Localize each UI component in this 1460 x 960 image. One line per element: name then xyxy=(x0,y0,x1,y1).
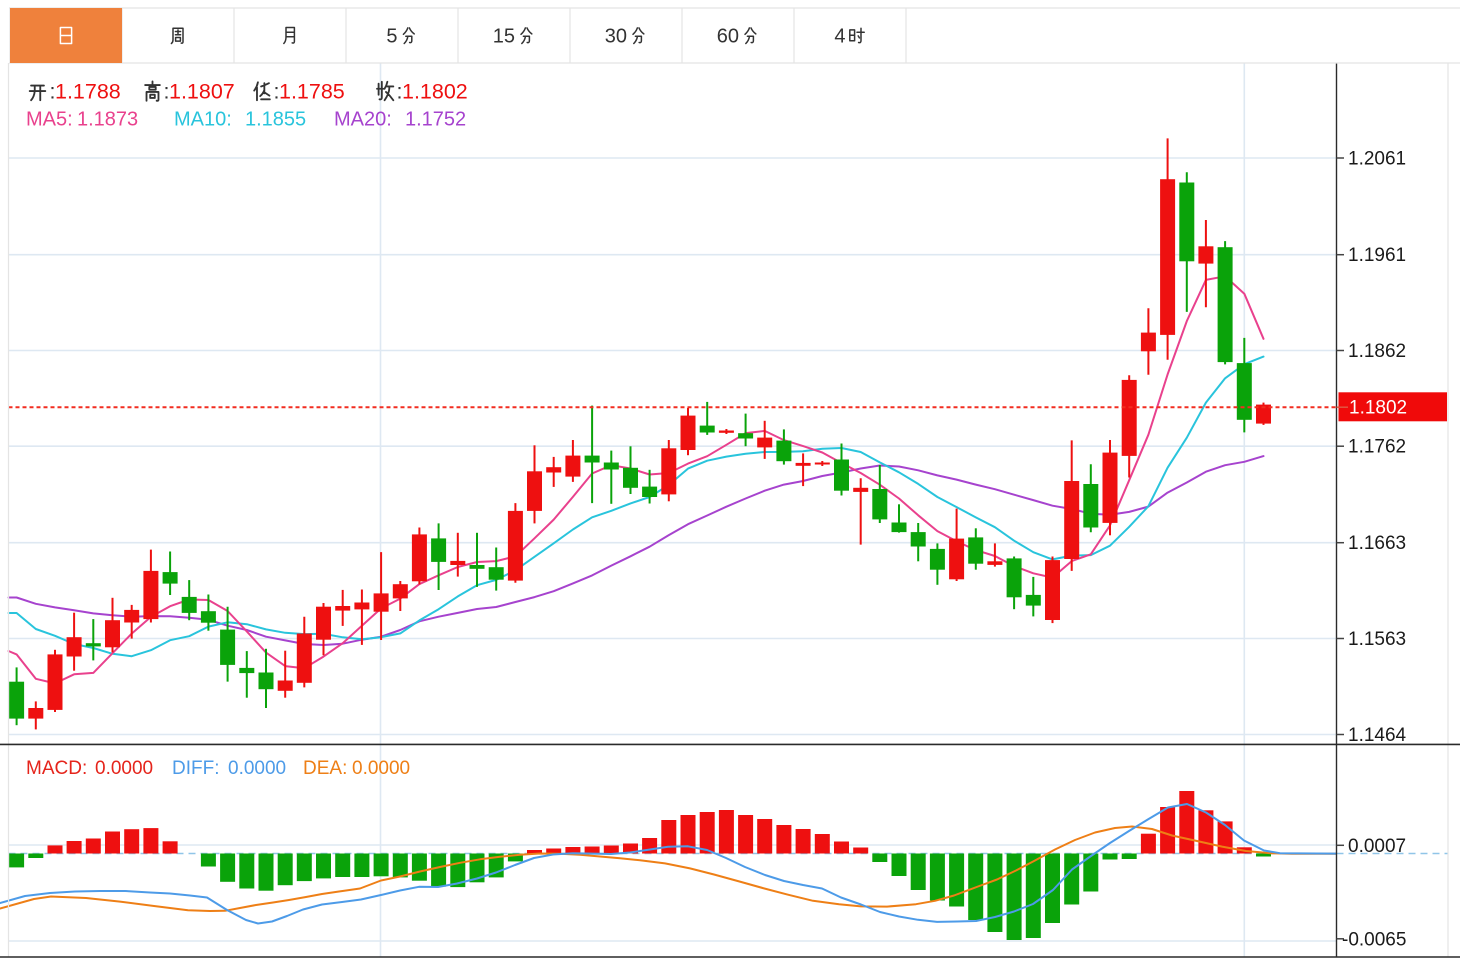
svg-text:1.2061: 1.2061 xyxy=(1348,149,1406,170)
svg-text:MACD:: MACD: xyxy=(26,758,87,779)
svg-text:DEA:: DEA: xyxy=(303,758,347,779)
svg-text:1.1802: 1.1802 xyxy=(402,80,468,104)
svg-text:30: 30 xyxy=(605,26,627,48)
svg-text::: : xyxy=(397,80,403,104)
svg-text:1.1563: 1.1563 xyxy=(1348,629,1406,650)
svg-text:1.1785: 1.1785 xyxy=(279,80,345,104)
svg-text:1.1802: 1.1802 xyxy=(1349,398,1407,419)
svg-text::: : xyxy=(164,80,170,104)
svg-text:MA10:: MA10: xyxy=(174,109,232,131)
svg-text:1.1762: 1.1762 xyxy=(1348,437,1406,458)
svg-text:1.1464: 1.1464 xyxy=(1348,725,1407,746)
svg-text:DIFF:: DIFF: xyxy=(172,758,220,779)
svg-text:4: 4 xyxy=(834,26,845,48)
svg-text:1.1752: 1.1752 xyxy=(405,109,466,131)
svg-text:5: 5 xyxy=(386,26,397,48)
svg-text::: : xyxy=(274,80,280,104)
svg-text:1.1663: 1.1663 xyxy=(1348,533,1406,554)
svg-text::: : xyxy=(50,80,56,104)
svg-text:0.0000: 0.0000 xyxy=(95,758,153,779)
svg-text:1.1862: 1.1862 xyxy=(1348,341,1406,362)
svg-text:1.1961: 1.1961 xyxy=(1348,245,1406,266)
svg-text:1.1788: 1.1788 xyxy=(55,80,121,104)
svg-text:60: 60 xyxy=(717,26,739,48)
svg-text:1.1807: 1.1807 xyxy=(169,80,235,104)
svg-text:1.1873: 1.1873 xyxy=(77,109,138,131)
svg-text:0.0007: 0.0007 xyxy=(1348,836,1406,857)
svg-text:MA20:: MA20: xyxy=(334,109,392,131)
svg-text:MA5:: MA5: xyxy=(26,109,73,131)
svg-text:15: 15 xyxy=(493,26,515,48)
svg-text:-0.0065: -0.0065 xyxy=(1342,929,1406,950)
svg-text:1.1855: 1.1855 xyxy=(245,109,306,131)
svg-text:0.0000: 0.0000 xyxy=(228,758,286,779)
svg-text:0.0000: 0.0000 xyxy=(352,758,410,779)
